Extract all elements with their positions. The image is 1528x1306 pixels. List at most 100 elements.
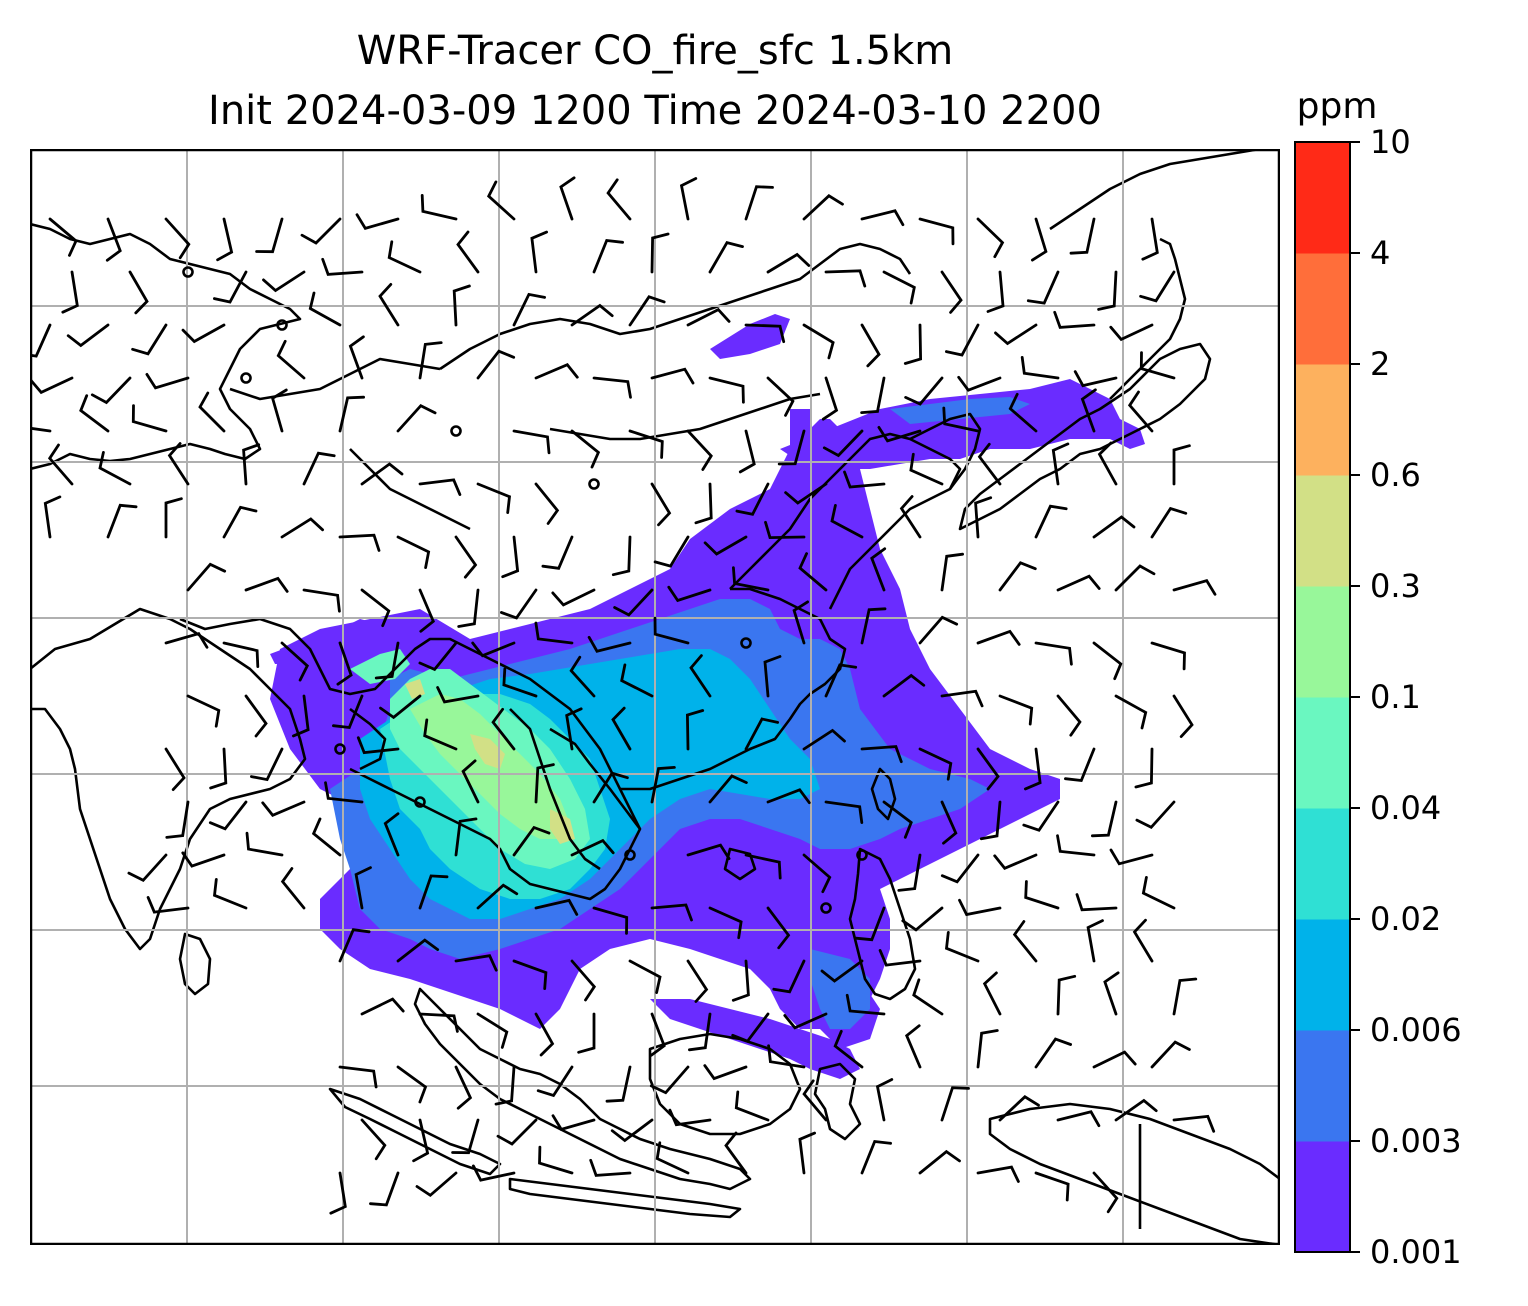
wind-barb <box>212 878 248 910</box>
wind-barb <box>688 1012 712 1052</box>
wind-barb <box>1150 1040 1191 1069</box>
wind-barb <box>418 341 443 380</box>
wind-barb <box>486 180 516 221</box>
wind-barb <box>105 217 122 262</box>
wind-barb <box>128 270 149 315</box>
wind-barb <box>570 959 597 1002</box>
wind-barb <box>396 535 431 569</box>
wind-barb <box>1172 694 1194 738</box>
wind-barb <box>476 1012 509 1049</box>
wind-barb <box>360 997 405 1016</box>
wind-barb <box>798 1131 816 1175</box>
wind-barb <box>48 217 78 257</box>
wind-barb <box>512 959 548 990</box>
wind-barb <box>1139 351 1176 380</box>
wind-barb <box>280 641 310 682</box>
wind-barb <box>860 745 903 764</box>
wind-barb <box>30 376 74 395</box>
wind-barb <box>901 906 944 932</box>
lat-lon-gridlines <box>30 149 1280 1245</box>
border-myanmar-laos <box>509 708 601 871</box>
wind-barb <box>708 240 744 274</box>
wind-barb <box>767 1044 806 1069</box>
colorbar-tick-label: 0.04 <box>1370 789 1441 827</box>
wind-barb <box>415 1171 458 1198</box>
wind-barb <box>703 1064 748 1081</box>
wind-barb <box>570 303 614 327</box>
wind-barb <box>167 442 190 486</box>
wind-barb <box>1134 747 1154 789</box>
wind-barb <box>940 270 963 314</box>
wind-barb <box>461 759 480 804</box>
wind-barb <box>653 616 690 645</box>
wind-barb <box>1024 880 1060 910</box>
wind-barb <box>245 831 284 857</box>
wind-barb <box>824 800 864 824</box>
wind-barb <box>877 426 922 443</box>
colorbar-tick-label: 0.02 <box>1370 900 1441 938</box>
wind-barb <box>1141 217 1159 261</box>
wind-barb <box>1132 918 1154 963</box>
wind-barb <box>1172 1114 1216 1133</box>
map-title-line-2: Init 2024-03-09 1200 Time 2024-03-10 220… <box>208 88 1102 134</box>
wind-barb <box>1114 1098 1158 1122</box>
wind-calm-circle <box>182 266 194 278</box>
wind-calm-circle <box>276 319 288 331</box>
wind-barb <box>1026 270 1060 305</box>
wind-barb <box>1031 217 1048 262</box>
wind-barb <box>494 1065 516 1106</box>
colorbar-unit-label: ppm <box>1297 90 1378 127</box>
wind-barb <box>998 561 1037 592</box>
coastline-hainan <box>723 847 757 881</box>
wind-barb <box>302 588 341 613</box>
wind-barb <box>131 404 168 433</box>
wind-barb <box>1150 641 1186 671</box>
border-central-asia-1 <box>229 357 441 401</box>
wind-barb <box>1064 747 1096 783</box>
wind-calm-circle <box>450 425 462 437</box>
wind-barb <box>708 774 748 804</box>
wind-barb <box>534 621 574 645</box>
wind-barb <box>1056 694 1082 737</box>
wind-barb <box>30 426 52 433</box>
wind-barb <box>668 1108 712 1127</box>
wind-barb <box>213 270 248 304</box>
colorbar-tick-label: 0.006 <box>1370 1011 1462 1049</box>
wind-barb <box>1172 977 1198 1016</box>
wind-barb <box>329 1171 347 1215</box>
wind-barb <box>244 576 289 593</box>
wind-barb <box>1056 974 1077 1016</box>
border-mongolia <box>439 242 912 371</box>
wind-barb <box>216 217 234 262</box>
colorbar-ticks: 0.001 0.003 0.006 0.02 0.04 0.1 0.3 0.6 2 4 10 <box>1350 123 1462 1271</box>
wind-barb <box>1114 564 1156 592</box>
colorbar-tick-label: 0.6 <box>1370 456 1421 494</box>
wind-barb <box>360 588 391 628</box>
wind-barb <box>976 747 1000 791</box>
wind-barb <box>686 429 713 471</box>
wind-barb <box>396 1065 428 1104</box>
wind-barb <box>420 194 458 221</box>
wind-barb <box>244 694 268 738</box>
coastline-new-guinea <box>988 1102 1280 1245</box>
wind-barb <box>686 307 731 327</box>
wind-barb <box>198 391 226 433</box>
coastline-himalaya-border <box>179 617 642 901</box>
colorbar-tick-label: 0.1 <box>1370 678 1421 716</box>
wind-barb <box>512 825 551 857</box>
wind-barb <box>476 883 519 910</box>
colorbar-tick-label: 4 <box>1370 234 1390 272</box>
coastline-west-asia <box>30 222 302 471</box>
wind-barb <box>998 694 1034 726</box>
wind-barb <box>998 1095 1040 1122</box>
wind-barb <box>592 376 632 399</box>
wind-barb <box>383 812 400 857</box>
coastline-indochina <box>413 987 752 1191</box>
wind-barb <box>734 1090 770 1122</box>
wind-barb <box>845 993 886 1016</box>
wind-barb <box>222 641 260 668</box>
map-title-line-1: WRF-Tracer CO_fire_sfc 1.5km <box>356 28 954 74</box>
wind-barb <box>1135 800 1176 830</box>
wind-barb <box>250 747 284 782</box>
wind-barb <box>650 232 670 274</box>
